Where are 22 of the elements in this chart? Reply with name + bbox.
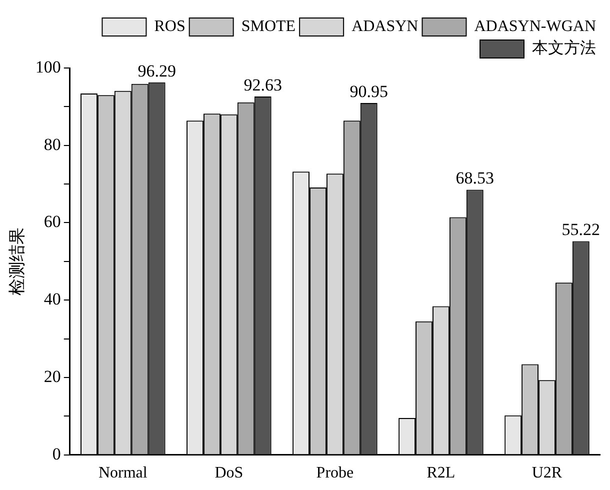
legend-label: ADASYN: [352, 18, 419, 36]
legend-label: ROS: [154, 18, 186, 36]
data-label: 55.22: [562, 220, 600, 240]
y-tick-label: 20: [44, 366, 61, 386]
y-tick-label: 100: [35, 57, 61, 76]
y-tick-label: 80: [44, 134, 61, 154]
x-tick-label: DoS: [214, 464, 244, 482]
y-tick-label: 0: [52, 444, 61, 464]
data-label: 90.95: [350, 82, 388, 101]
x-tick-label: U2R: [532, 464, 562, 482]
data-label: 68.53: [456, 168, 494, 188]
y-axis-title: 检测结果: [8, 227, 27, 296]
legend-label: 本文方法: [532, 39, 596, 58]
legend-label: SMOTE: [241, 18, 296, 36]
y-tick-label: 60: [44, 212, 61, 232]
x-tick-label: Probe: [316, 464, 354, 482]
data-label: 96.29: [138, 61, 176, 80]
legend-label: ADASYN-WGAN: [474, 18, 596, 36]
x-tick-label: Normal: [98, 464, 148, 482]
data-label: 92.63: [244, 75, 282, 94]
y-tick-label: 40: [44, 290, 61, 309]
x-tick-label: R2L: [426, 464, 456, 482]
